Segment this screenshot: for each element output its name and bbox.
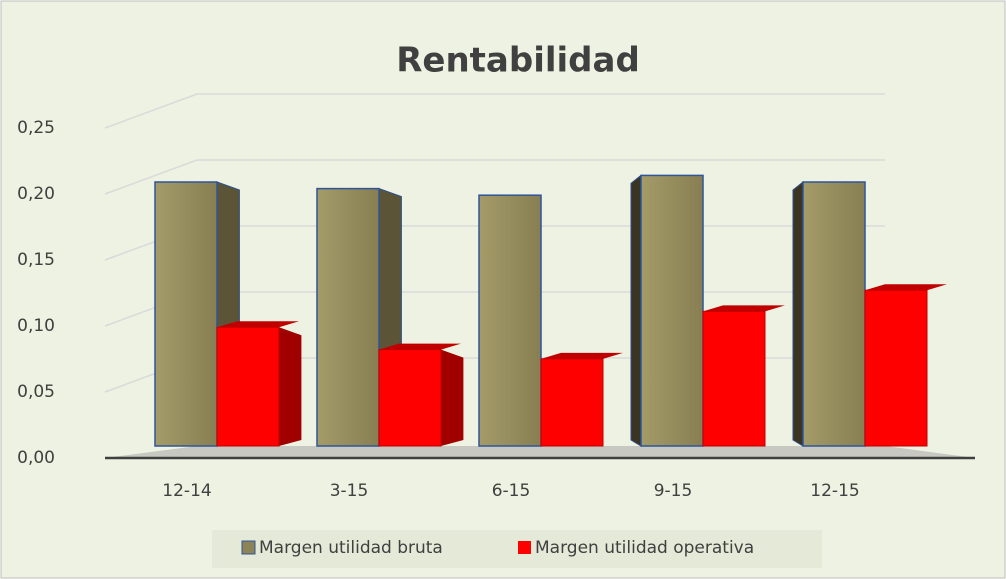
bar-top xyxy=(865,284,947,291)
x-tick-label: 9-15 xyxy=(654,481,693,501)
legend-label: Margen utilidad bruta xyxy=(259,538,443,558)
legend-box xyxy=(212,530,822,568)
y-tick-label: 0,15 xyxy=(17,250,55,270)
y-tick-label: 0,25 xyxy=(17,118,55,138)
y-tick-label: 0,05 xyxy=(17,382,55,402)
bar xyxy=(640,174,704,447)
y-tick-label: 0,20 xyxy=(17,184,55,204)
bar-side xyxy=(630,174,642,447)
bar-side xyxy=(792,180,804,447)
floor xyxy=(105,446,975,458)
legend-swatch xyxy=(518,541,531,554)
x-tick-label: 3-15 xyxy=(330,481,369,501)
y-tick-label: 0,00 xyxy=(17,448,55,468)
grid-line xyxy=(104,93,885,129)
grid-line xyxy=(104,159,885,195)
bar xyxy=(378,349,442,447)
bar-top xyxy=(379,343,461,350)
x-tick-label: 12-15 xyxy=(810,481,859,501)
bar xyxy=(316,187,380,447)
bar xyxy=(154,181,218,447)
bar xyxy=(802,181,866,447)
bar xyxy=(478,194,542,447)
bar-side xyxy=(441,349,464,446)
bar-side xyxy=(279,327,302,446)
legend-swatch xyxy=(241,540,256,555)
bar-top xyxy=(541,352,623,359)
bar-top xyxy=(703,305,785,312)
bar-top xyxy=(217,321,299,328)
bar xyxy=(540,358,604,447)
bar xyxy=(216,326,280,447)
chart-title: Rentabilidad xyxy=(396,41,640,81)
x-tick-label: 12-14 xyxy=(162,481,211,501)
x-tick-label: 6-15 xyxy=(492,481,531,501)
legend-label: Margen utilidad operativa xyxy=(535,538,754,558)
bar xyxy=(702,310,766,447)
y-tick-label: 0,10 xyxy=(17,316,55,336)
bar xyxy=(864,289,928,447)
